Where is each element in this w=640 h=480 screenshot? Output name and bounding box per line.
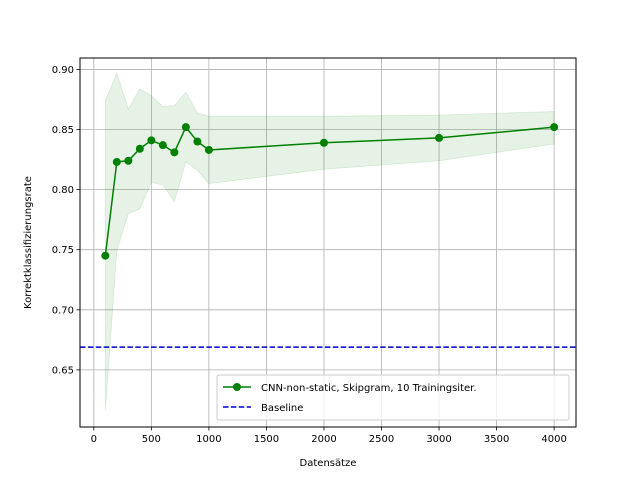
y-tick-label: 0.85 (52, 125, 74, 136)
y-tick-label: 0.70 (52, 305, 74, 316)
legend-label-baseline: Baseline (261, 403, 303, 414)
cnn-data-point (170, 148, 179, 157)
y-tick-label: 0.65 (52, 365, 74, 376)
cnn-data-point (435, 133, 444, 142)
y-tick-label: 0.75 (52, 245, 74, 256)
legend: CNN-non-static, Skipgram, 10 Trainingsit… (216, 374, 570, 421)
x-tick-label: 2000 (311, 434, 336, 445)
cnn-data-point (204, 145, 213, 154)
x-tick-label: 3000 (426, 434, 451, 445)
x-axis-ticks: 0 500 1000 1500 2000 2500 3000 3500 4000 (91, 427, 567, 445)
cnn-data-point (319, 138, 328, 147)
cnn-data-point (550, 123, 559, 132)
x-tick-label: 0 (91, 434, 97, 445)
cnn-data-point (147, 136, 156, 145)
confidence-band (104, 71, 555, 411)
x-tick-label: 3500 (484, 434, 509, 445)
cnn-data-point (112, 157, 121, 166)
legend-label-cnn: CNN-non-static, Skipgram, 10 Trainingsit… (261, 383, 477, 394)
plot-frame (79, 57, 577, 428)
x-tick-label: 1000 (196, 434, 221, 445)
y-tick-label: 0.90 (52, 65, 74, 76)
cnn-data-point (124, 156, 133, 165)
cnn-series (101, 123, 559, 260)
legend-marker-cnn (233, 383, 241, 391)
cnn-data-point (101, 251, 110, 260)
x-axis-label: Datensätze (300, 458, 357, 469)
confidence-band-area (104, 71, 555, 411)
y-axis-label: Korrektklassifizierungsrate (23, 176, 34, 309)
x-tick-label: 500 (142, 434, 161, 445)
cnn-data-point (193, 137, 202, 146)
cnn-data-point (181, 123, 190, 132)
cnn-data-point (135, 144, 144, 153)
x-tick-label: 2500 (369, 434, 394, 445)
x-tick-label: 4000 (541, 434, 566, 445)
legend-box (216, 374, 570, 421)
grid-lines (80, 58, 576, 427)
y-axis-ticks: 0.65 0.70 0.75 0.80 0.85 0.90 (52, 65, 80, 376)
x-tick-label: 1500 (254, 434, 279, 445)
y-tick-label: 0.80 (52, 185, 74, 196)
cnn-data-point (158, 141, 167, 150)
